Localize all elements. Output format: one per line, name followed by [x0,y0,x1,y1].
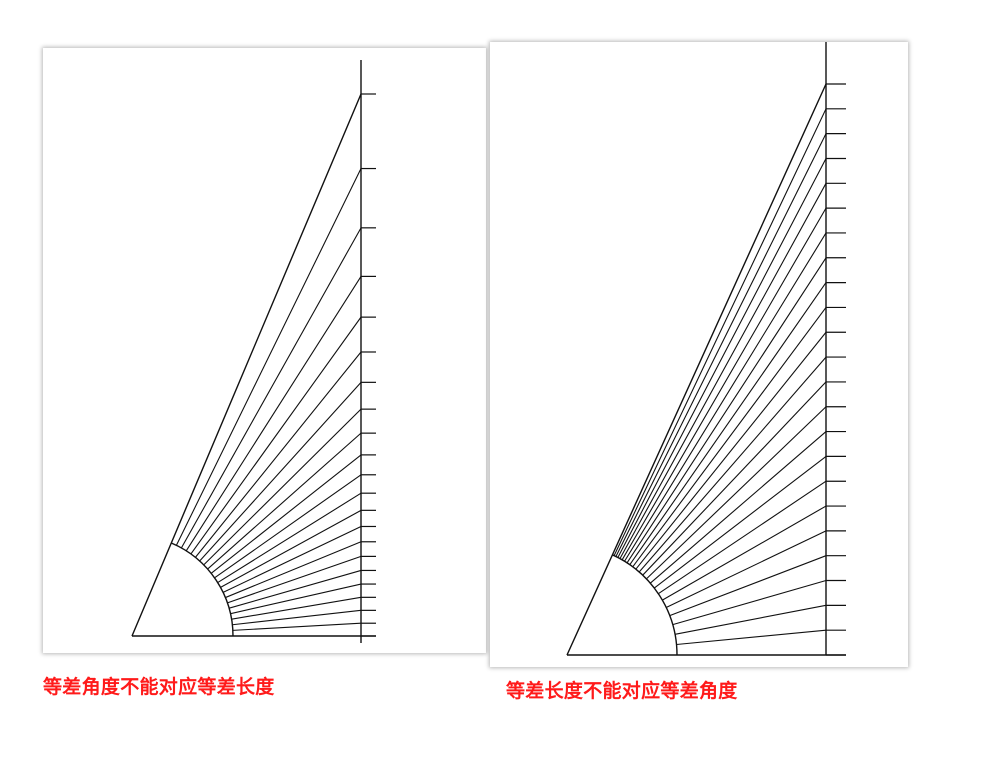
ray-line [194,351,362,558]
equal-length-diagram-panel [490,42,908,667]
ray-line [225,541,362,599]
equal-angle-diagram [131,60,376,643]
ray-line [230,583,362,615]
ray-line [190,316,362,555]
ray-line [621,207,827,561]
ray-line [214,474,362,579]
ray-line [232,609,362,626]
ray-line [632,307,827,568]
ray-line [180,227,362,549]
ray-line [617,158,827,558]
ray-line [672,579,827,626]
ray-line [662,505,827,601]
ray-line [669,555,827,617]
inner-arc [612,554,678,656]
ray-line [217,492,362,584]
inner-arc [171,542,234,637]
ray-line [658,480,827,595]
ray-line [175,168,362,546]
ray-line [231,596,362,620]
ray-line [228,569,362,609]
ray-line [676,629,827,646]
ray-line [626,257,827,564]
ray-line [635,331,827,570]
ray-line [642,381,827,576]
equal-length-diagram [566,42,846,656]
hypotenuse-line [131,93,362,637]
ray-line [220,509,362,588]
ray-line [210,454,362,574]
hypotenuse-line [566,83,827,656]
ray-line [674,604,827,635]
equal-angle-diagram-panel [43,48,486,653]
ray-line [619,183,827,559]
equal-angle-caption: 等差角度不能对应等差长度 [43,676,275,698]
ray-line [227,555,362,604]
ray-line [203,408,362,566]
ray-line [653,455,827,589]
ray-line [638,356,827,573]
ray-line [613,108,827,556]
ray-line [207,432,362,570]
ray-line [629,282,827,566]
ray-line [646,406,827,580]
ray-line [222,525,362,593]
ray-line [649,431,827,584]
ray-line [665,530,827,608]
ray-line [624,232,827,562]
ray-line [185,276,362,552]
ray-line [199,381,362,562]
equal-length-caption: 等差长度不能对应等差角度 [506,680,738,702]
ray-line [232,622,362,631]
ray-line [615,133,827,557]
